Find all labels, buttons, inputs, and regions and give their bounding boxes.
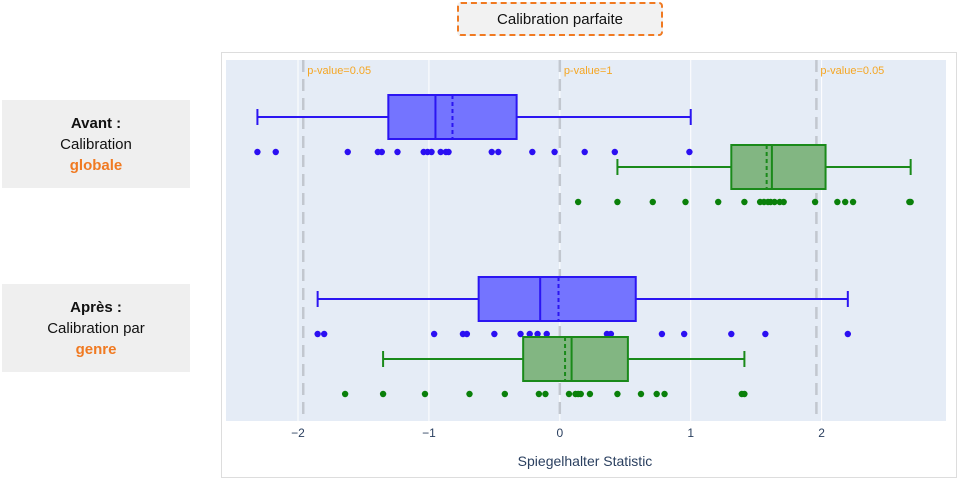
box-trace-0: [254, 94, 693, 156]
data-point: [495, 148, 502, 156]
data-point: [780, 198, 787, 206]
data-point: [844, 330, 852, 338]
x-tick-label: 0: [556, 426, 563, 440]
data-point: [577, 390, 584, 398]
data-point: [762, 330, 769, 338]
data-point: [437, 148, 444, 156]
box-trace-3: [341, 336, 748, 398]
data-point: [842, 198, 849, 206]
box-trace-1: [574, 144, 914, 206]
data-point: [715, 198, 722, 206]
data-point: [543, 330, 550, 338]
data-point: [581, 148, 588, 156]
reference-lines-layer: p-value=0.05 p-value=1 p-value=0.05: [301, 60, 884, 421]
box-iqr: [477, 276, 637, 322]
box-trace-2: [314, 276, 852, 338]
x-tick-label: −2: [291, 426, 305, 440]
data-point: [517, 330, 524, 338]
data-point: [501, 390, 509, 398]
group-label-before-line2: Calibration: [60, 135, 132, 153]
box-iqr: [522, 336, 629, 382]
data-point: [682, 198, 689, 206]
data-point: [614, 198, 621, 206]
group-label-after: Après : Calibration par genre: [2, 284, 190, 372]
data-point: [728, 330, 735, 338]
box-iqr: [730, 144, 827, 190]
data-point: [428, 148, 435, 156]
data-point: [834, 198, 841, 206]
data-point: [849, 198, 857, 206]
data-point: [526, 330, 533, 338]
data-point: [653, 390, 660, 398]
data-point: [534, 330, 541, 338]
data-point: [637, 390, 645, 398]
data-point: [542, 390, 549, 398]
data-point: [907, 198, 914, 206]
group-label-before: Avant : Calibration globale: [2, 100, 190, 188]
data-point: [272, 148, 279, 156]
group-label-after-line1: Après :: [70, 298, 122, 316]
data-point: [565, 390, 573, 398]
data-point: [607, 330, 615, 338]
data-point: [254, 148, 261, 156]
group-label-after-line2: Calibration par: [47, 319, 145, 337]
group-label-before-line3: globale: [69, 156, 123, 174]
x-tick-label: −1: [422, 426, 436, 440]
data-point: [320, 330, 328, 338]
reference-line-label: p-value=0.05: [307, 65, 371, 77]
data-point: [574, 198, 582, 206]
boxes-layer: [254, 94, 914, 398]
x-tick-label: 2: [818, 426, 825, 440]
chart-title: Calibration parfaite: [457, 2, 663, 36]
data-point: [649, 198, 656, 206]
x-axis-label: Spiegelhalter Statistic: [518, 453, 653, 469]
data-point: [529, 148, 536, 156]
group-label-before-line1: Avant :: [70, 114, 122, 132]
data-point: [378, 148, 385, 156]
data-point: [421, 390, 429, 398]
data-point: [394, 148, 401, 156]
data-point: [771, 198, 778, 206]
chart-frame: [221, 52, 957, 478]
data-point: [466, 390, 473, 398]
data-point: [341, 390, 349, 398]
group-label-after-line3: genre: [75, 340, 117, 358]
data-point: [741, 390, 748, 398]
data-point: [661, 390, 668, 398]
data-point: [344, 148, 351, 156]
data-point: [611, 148, 618, 156]
data-point: [614, 390, 621, 398]
x-tick-label: 1: [687, 426, 694, 440]
reference-line-label: p-value=1: [564, 65, 613, 77]
data-point: [535, 390, 543, 398]
x-axis: −2 −1 0 1 2: [291, 426, 825, 440]
data-point: [430, 330, 438, 338]
data-point: [658, 330, 666, 338]
data-point: [586, 390, 594, 398]
data-point: [741, 198, 748, 206]
chart-title-text: Calibration parfaite: [497, 10, 623, 28]
reference-line-label: p-value=0.05: [820, 65, 884, 77]
data-point: [314, 330, 321, 338]
data-point: [488, 148, 495, 156]
data-point: [445, 148, 452, 156]
data-point: [463, 330, 471, 338]
data-point: [379, 390, 387, 398]
data-point: [491, 330, 498, 338]
data-point: [811, 198, 819, 206]
data-point: [686, 148, 693, 156]
data-point: [680, 330, 688, 338]
data-point: [551, 148, 558, 156]
